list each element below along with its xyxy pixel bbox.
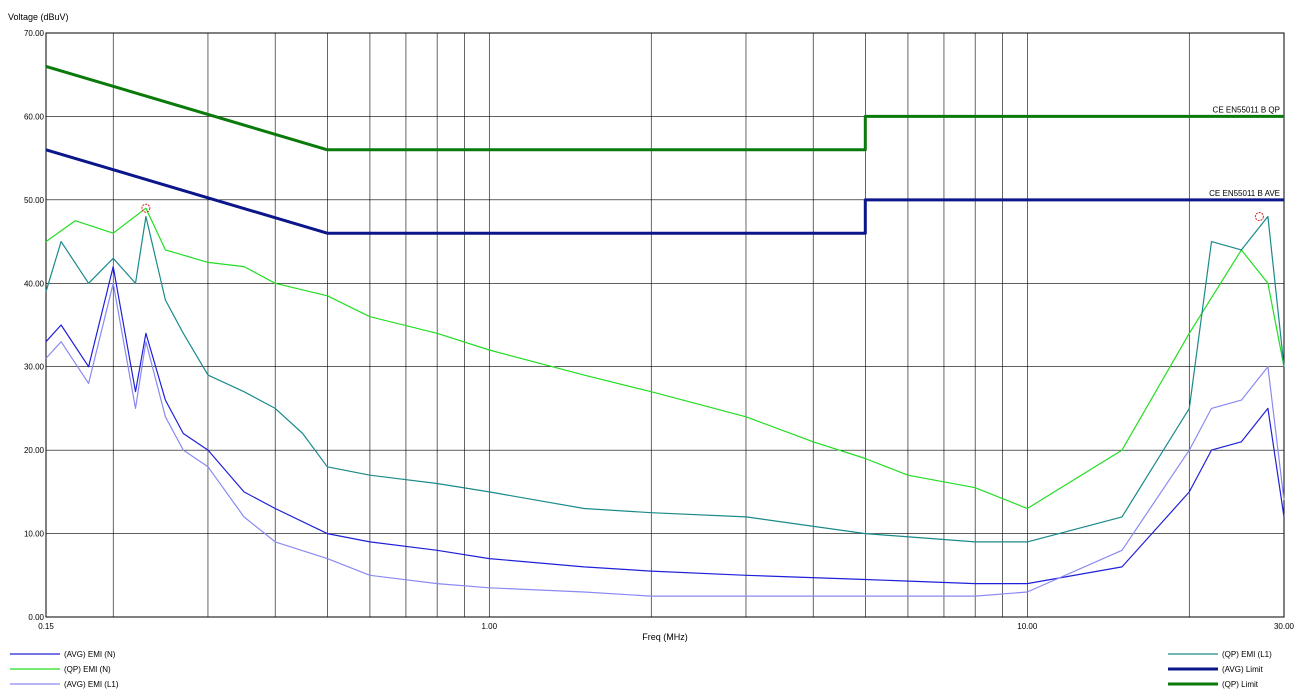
series-line-3 [45, 215, 1285, 543]
peak-marker [1254, 212, 1264, 222]
legend-label-qp-limit: (QP) Limit [1222, 680, 1259, 689]
series-line-1 [45, 148, 1284, 235]
y-tick-label: 40.00 [24, 279, 45, 288]
peak-markers [141, 203, 1264, 222]
y-tick-label: 60.00 [24, 112, 45, 121]
legend-label-avg-limit: (AVG) Limit [1222, 665, 1264, 674]
y-tick-label: 10.00 [24, 530, 45, 539]
x-axis-label: Freq (MHz) [642, 632, 688, 642]
series-line-5 [45, 282, 1285, 597]
limit-annotation: CE EN55011 B AVE [1209, 189, 1280, 198]
grid-lines [46, 33, 1284, 617]
y-axis-label: Voltage (dBuV) [8, 12, 69, 22]
series-line-0 [45, 64, 1284, 152]
plot-area [45, 32, 1285, 618]
series-line-2 [45, 207, 1285, 510]
y-tick-label: 50.00 [24, 196, 45, 205]
legend-label-avg-emi-l1: (AVG) EMI (L1) [64, 680, 119, 689]
peak-marker [141, 203, 151, 213]
y-tick-label: 20.00 [24, 446, 45, 455]
legend-left: (AVG) EMI (N) (QP) EMI (N) (AVG) EMI (L1… [10, 650, 119, 689]
x-tick-label: 1.00 [481, 622, 497, 631]
x-tick-label: 0.15 [38, 622, 54, 631]
x-tick-label: 10.00 [1017, 622, 1038, 631]
legend-label-avg-emi-n: (AVG) EMI (N) [64, 650, 116, 659]
y-tick-label: 0.00 [28, 613, 44, 622]
y-tick-label: 70.00 [24, 29, 45, 38]
series-line-4 [45, 266, 1285, 585]
legend-right: (QP) EMI (L1) (AVG) Limit (QP) Limit [1168, 650, 1272, 689]
series-layer [45, 64, 1285, 597]
legend-label-qp-emi-n: (QP) EMI (N) [64, 665, 111, 674]
x-tick-labels: 0.15 1.00 10.00 30.00 [38, 622, 1294, 631]
limit-annotation: CE EN55011 B QP [1213, 105, 1280, 114]
limit-annotations: CE EN55011 B QP CE EN55011 B AVE [1209, 105, 1280, 197]
y-tick-labels: 0.00 10.00 20.00 30.00 40.00 50.00 60.00 70.00 [24, 29, 45, 622]
x-tick-label: 30.00 [1274, 622, 1295, 631]
legend-label-qp-emi-l1: (QP) EMI (L1) [1222, 650, 1272, 659]
y-tick-label: 30.00 [24, 363, 45, 372]
